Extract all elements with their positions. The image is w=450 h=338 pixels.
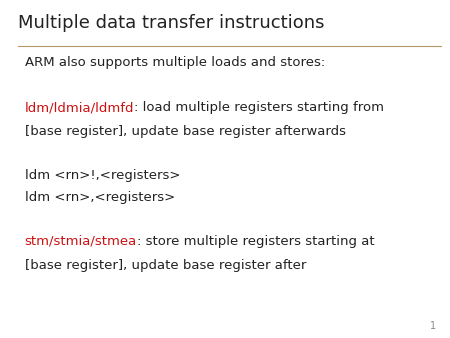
Text: ARM also supports multiple loads and stores:: ARM also supports multiple loads and sto… [25,56,325,69]
Text: [base register], update base register afterwards: [base register], update base register af… [25,125,346,138]
Text: ldm <rn>,<registers>: ldm <rn>,<registers> [25,191,175,204]
Text: : load multiple registers starting from: : load multiple registers starting from [134,101,384,114]
Text: 1: 1 [430,321,436,331]
Text: stm/stmia/stmea: stm/stmia/stmea [25,235,137,248]
Text: [base register], update base register after: [base register], update base register af… [25,259,306,271]
Text: Multiple data transfer instructions: Multiple data transfer instructions [18,14,324,31]
Text: : store multiple registers starting at: : store multiple registers starting at [137,235,374,248]
Text: ldm/ldmia/ldmfd: ldm/ldmia/ldmfd [25,101,134,114]
Text: ldm <rn>!,<registers>: ldm <rn>!,<registers> [25,169,180,182]
